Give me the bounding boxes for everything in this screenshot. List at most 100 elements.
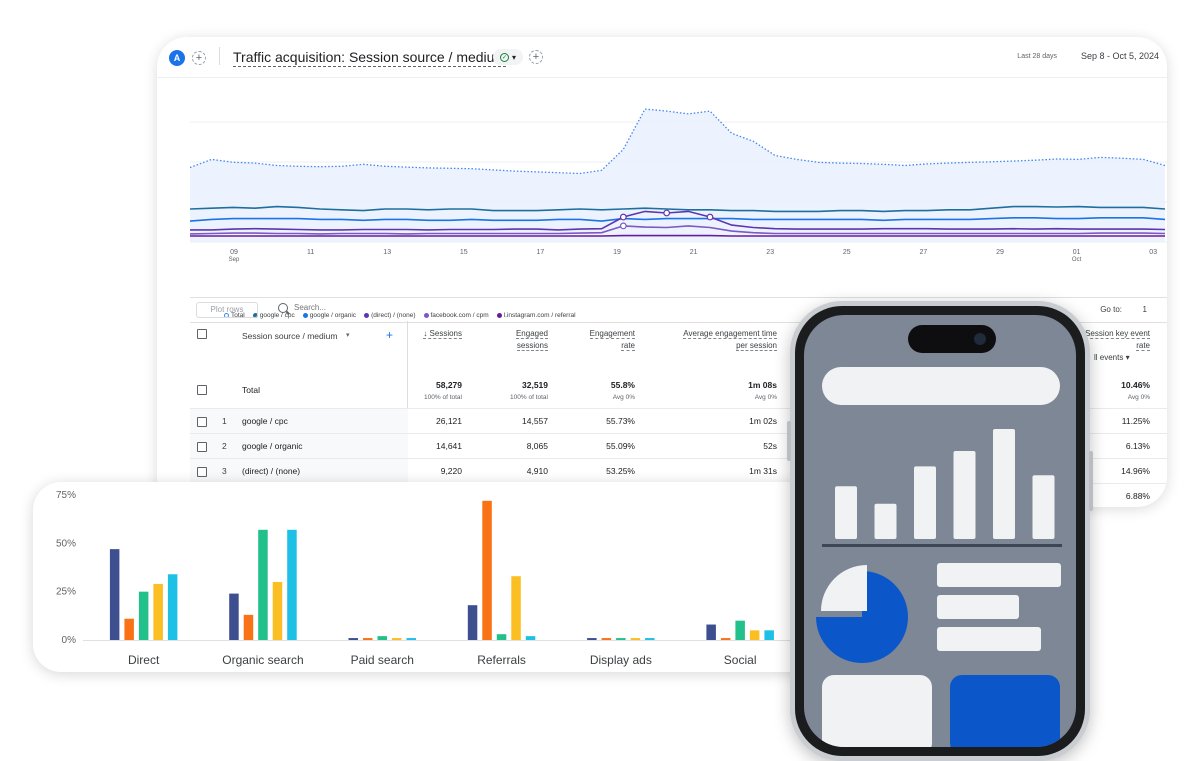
x-tick-sublabel: Oct bbox=[1072, 257, 1082, 263]
header-divider bbox=[219, 47, 220, 65]
bar[interactable] bbox=[721, 638, 731, 640]
bar[interactable] bbox=[645, 638, 655, 640]
phone-bar bbox=[1033, 475, 1055, 539]
data-point-marker[interactable] bbox=[621, 214, 627, 220]
row-dimension-value[interactable]: google / organic bbox=[242, 441, 303, 451]
bar[interactable] bbox=[139, 592, 149, 640]
column-header-label: Engagement bbox=[590, 329, 635, 339]
bar[interactable] bbox=[258, 530, 268, 640]
bar[interactable] bbox=[616, 638, 626, 640]
row-metric-value: 14,641 bbox=[436, 441, 462, 451]
search-input[interactable] bbox=[294, 303, 494, 312]
phone-bar-axis bbox=[822, 544, 1062, 547]
phone-bar-chart-icon bbox=[812, 417, 1072, 547]
row-checkbox[interactable] bbox=[197, 417, 207, 427]
bar[interactable] bbox=[349, 638, 359, 640]
total-value: 58,279 bbox=[436, 380, 462, 390]
x-tick-label: 19 bbox=[613, 249, 621, 256]
x-tick-label: 11 bbox=[307, 249, 314, 256]
bar[interactable] bbox=[244, 615, 254, 640]
series-area-total bbox=[190, 109, 1165, 242]
date-range-picker[interactable]: Sep 8 - Oct 5, 2024 bbox=[1081, 51, 1159, 61]
bar[interactable] bbox=[168, 574, 178, 640]
add-filter-button[interactable]: + bbox=[529, 50, 543, 64]
report-status-pill[interactable]: ✓ ▾ bbox=[493, 49, 523, 65]
report-title[interactable]: Traffic acquisition: Session source / me… bbox=[233, 49, 506, 67]
total-value: 55.8% bbox=[611, 380, 635, 390]
bar[interactable] bbox=[526, 636, 536, 640]
placeholder-line bbox=[937, 595, 1019, 619]
category-label: Organic search bbox=[222, 653, 303, 667]
data-point-marker[interactable] bbox=[707, 214, 713, 220]
total-value: 32,519 bbox=[522, 380, 548, 390]
placeholder-line bbox=[937, 627, 1041, 651]
placeholder-search-bar bbox=[822, 367, 1060, 405]
bar[interactable] bbox=[229, 594, 239, 640]
row-dimension-value[interactable]: (direct) / (none) bbox=[242, 466, 300, 476]
bar[interactable] bbox=[363, 638, 373, 640]
bar[interactable] bbox=[273, 582, 283, 640]
row-checkbox[interactable] bbox=[197, 385, 207, 395]
bar[interactable] bbox=[497, 634, 507, 640]
bar[interactable] bbox=[511, 576, 521, 640]
dimension-header[interactable]: Session source / medium bbox=[242, 331, 337, 341]
key-event-filter[interactable]: ll events ▾ bbox=[1094, 353, 1130, 362]
bar[interactable] bbox=[392, 638, 402, 640]
total-subvalue: 100% of total bbox=[510, 394, 548, 401]
column-header[interactable]: Engagement rate bbox=[590, 328, 635, 352]
row-metric-value: 14,557 bbox=[522, 416, 548, 426]
goto-input[interactable]: 1 bbox=[1143, 305, 1147, 314]
row-metric-value: 8,065 bbox=[527, 441, 548, 451]
row-checkbox[interactable] bbox=[197, 467, 207, 477]
placeholder-card bbox=[822, 675, 932, 747]
bar[interactable] bbox=[287, 530, 297, 640]
row-metric-value: 11.25% bbox=[1122, 416, 1150, 426]
x-tick-label: 15 bbox=[460, 249, 468, 256]
bar[interactable] bbox=[378, 636, 388, 640]
bar[interactable] bbox=[587, 638, 597, 640]
y-tick-label: 75% bbox=[56, 490, 76, 501]
add-dimension-button[interactable]: + bbox=[386, 328, 393, 342]
phone-bar bbox=[875, 504, 897, 539]
row-metric-value: 26,121 bbox=[436, 416, 462, 426]
bar[interactable] bbox=[764, 630, 774, 640]
data-point-marker[interactable] bbox=[664, 210, 670, 216]
total-subvalue: 100% of total bbox=[424, 394, 462, 401]
bar[interactable] bbox=[706, 625, 716, 640]
bar[interactable] bbox=[124, 619, 133, 640]
phone-volume-button bbox=[787, 421, 791, 461]
bar[interactable] bbox=[735, 621, 745, 640]
category-label: Display ads bbox=[590, 653, 652, 667]
bar[interactable] bbox=[407, 638, 417, 640]
bar[interactable] bbox=[602, 638, 612, 640]
chevron-down-icon[interactable]: ▾ bbox=[346, 331, 350, 339]
bar[interactable] bbox=[482, 501, 492, 640]
report-header: A + Traffic acquisition: Session source … bbox=[157, 37, 1167, 78]
chevron-down-icon: ▾ bbox=[512, 53, 516, 62]
data-point-marker[interactable] bbox=[621, 223, 627, 229]
column-header[interactable]: ↓ Sessions bbox=[423, 328, 462, 340]
add-comparison-button[interactable]: + bbox=[192, 51, 206, 65]
select-all-checkbox[interactable] bbox=[197, 329, 207, 339]
phone-bar bbox=[914, 466, 936, 539]
row-metric-value: 55.09% bbox=[606, 441, 635, 451]
bar[interactable] bbox=[468, 605, 478, 640]
total-subvalue: Avg 0% bbox=[1128, 394, 1150, 401]
bar[interactable] bbox=[110, 549, 120, 640]
category-label: Paid search bbox=[351, 653, 414, 667]
row-dimension-value[interactable]: google / cpc bbox=[242, 416, 288, 426]
bar[interactable] bbox=[153, 584, 163, 640]
bar[interactable] bbox=[631, 638, 641, 640]
plot-rows-button[interactable]: Plot rows bbox=[196, 302, 258, 318]
category-label: Direct bbox=[128, 653, 160, 667]
account-avatar[interactable]: A bbox=[169, 50, 185, 66]
column-header-label: rate bbox=[621, 341, 635, 351]
x-tick-label: 23 bbox=[766, 249, 774, 256]
bar[interactable] bbox=[750, 630, 760, 640]
phone-mockup bbox=[790, 301, 1090, 761]
x-tick-sublabel: Sep bbox=[229, 257, 240, 263]
row-checkbox[interactable] bbox=[197, 442, 207, 452]
